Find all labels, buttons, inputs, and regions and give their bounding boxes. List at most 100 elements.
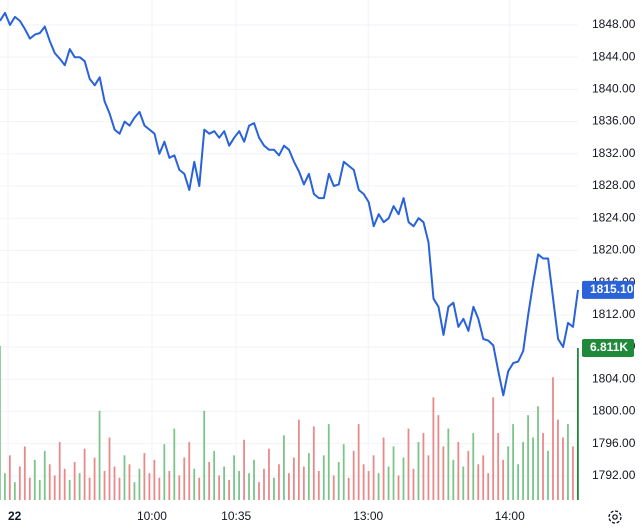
volume-bar xyxy=(98,410,101,500)
volume-bar xyxy=(203,410,206,500)
y-tick-label: 1844.00 xyxy=(592,49,636,63)
volume-bar xyxy=(233,455,235,500)
volume-bar xyxy=(153,459,156,500)
volume-bar xyxy=(497,433,500,500)
volume-bar xyxy=(552,377,554,500)
volume-bar xyxy=(302,466,305,500)
volume-bar xyxy=(322,455,325,500)
volume-bar xyxy=(183,457,186,500)
volume-bar xyxy=(28,477,31,500)
volume-bar xyxy=(507,446,510,500)
last-volume-label: 6.811K xyxy=(590,340,628,354)
y-tick-label: 1840.00 xyxy=(592,82,636,96)
volume-bar xyxy=(193,468,196,500)
volume-bar xyxy=(248,473,250,500)
volume-bar xyxy=(188,441,191,500)
volume-bar xyxy=(48,464,51,500)
volume-bar xyxy=(243,439,245,500)
volume-bar xyxy=(362,464,365,500)
volume-bar xyxy=(128,464,131,500)
volume-bar xyxy=(417,441,420,500)
last-volume-box xyxy=(582,338,634,357)
volume-bar xyxy=(18,466,21,500)
volume-bar xyxy=(138,468,141,500)
volume-bar xyxy=(0,345,1,500)
volume-bar xyxy=(258,482,260,500)
y-tick-label: 1796.00 xyxy=(592,436,636,450)
volume-bar xyxy=(317,470,320,500)
volume-bar xyxy=(263,468,265,500)
volume-bar xyxy=(567,424,569,500)
volume-bar xyxy=(347,477,350,500)
volume-bar xyxy=(53,475,56,500)
volume-bar xyxy=(268,448,270,500)
volume-bar xyxy=(163,444,166,500)
settings-icon[interactable] xyxy=(608,510,622,524)
volume-bar xyxy=(273,477,275,500)
volume-bar xyxy=(63,468,66,500)
volume-bar xyxy=(143,453,146,500)
volume-bar xyxy=(537,406,539,500)
volume-bar xyxy=(223,466,226,500)
y-tick-label: 1820.00 xyxy=(592,243,636,257)
volume-bar xyxy=(557,419,559,500)
volume-bar xyxy=(68,479,71,500)
last-price-box xyxy=(582,280,634,299)
volume-bar xyxy=(3,473,6,500)
volume-bar xyxy=(377,473,380,500)
volume-bar xyxy=(367,470,370,500)
volume-bar xyxy=(442,446,445,500)
volume-bar xyxy=(198,477,201,500)
volume-bar xyxy=(372,455,375,500)
volume-bar xyxy=(472,433,475,500)
volume-bar xyxy=(208,462,211,500)
volume-bar xyxy=(297,419,300,500)
volume-bar xyxy=(422,433,425,500)
volume-bar xyxy=(387,466,390,500)
volume-bar xyxy=(527,415,529,500)
volume-bar xyxy=(402,457,405,500)
volume-bar xyxy=(123,455,126,500)
volume-bar xyxy=(512,424,515,500)
volume-bar xyxy=(288,473,290,500)
y-tick-label: 1832.00 xyxy=(592,146,636,160)
y-tick-label: 1848.00 xyxy=(592,17,636,31)
y-tick-label: 1804.00 xyxy=(592,371,636,385)
volume-bar xyxy=(158,477,161,500)
volume-bar xyxy=(337,462,340,500)
y-tick-label: 1836.00 xyxy=(592,114,636,128)
volume-bar xyxy=(283,435,285,500)
price xyxy=(0,11,579,397)
volume-bar xyxy=(43,450,46,500)
volume-bar xyxy=(492,397,495,500)
volume-bar xyxy=(457,441,460,500)
volume-bar xyxy=(477,464,480,500)
volume-bar xyxy=(58,441,61,500)
x-tick-label: 22 xyxy=(8,509,22,523)
volume-bar xyxy=(228,479,231,500)
last-price-label: 1815.10 xyxy=(590,282,634,296)
volume-bar xyxy=(577,347,579,500)
volume-bar xyxy=(23,446,26,500)
volume-bar xyxy=(108,437,111,500)
volume-bar xyxy=(452,459,455,500)
volume-bar xyxy=(522,441,524,500)
volume-bar xyxy=(73,462,76,500)
volume-bar xyxy=(327,424,330,500)
volume-bar xyxy=(103,470,106,500)
volume-bar xyxy=(278,464,280,500)
volume-bar xyxy=(342,444,345,500)
volume-bar xyxy=(78,473,81,500)
volume-bar xyxy=(133,482,136,500)
y-tick-label: 1812.00 xyxy=(592,307,636,321)
y-tick-label: 1828.00 xyxy=(592,178,636,192)
volume-bar xyxy=(312,426,315,500)
volume xyxy=(0,345,579,500)
volume-bar xyxy=(427,455,430,500)
volume-bar xyxy=(467,450,470,500)
volume-bar xyxy=(487,473,490,500)
volume-bar xyxy=(447,428,450,500)
volume-bar xyxy=(432,397,435,500)
x-tick-label: 10:00 xyxy=(137,509,167,523)
